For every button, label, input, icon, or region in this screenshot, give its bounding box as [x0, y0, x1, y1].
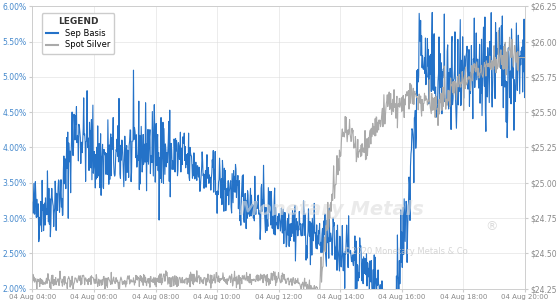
Legend: Sep Basis, Spot Silver: Sep Basis, Spot Silver [41, 13, 114, 54]
Text: ®: ® [486, 220, 498, 233]
Text: ©2020 Monetary Metals & Co.: ©2020 Monetary Metals & Co. [343, 248, 470, 256]
Text: Monetary Metals: Monetary Metals [239, 200, 424, 219]
